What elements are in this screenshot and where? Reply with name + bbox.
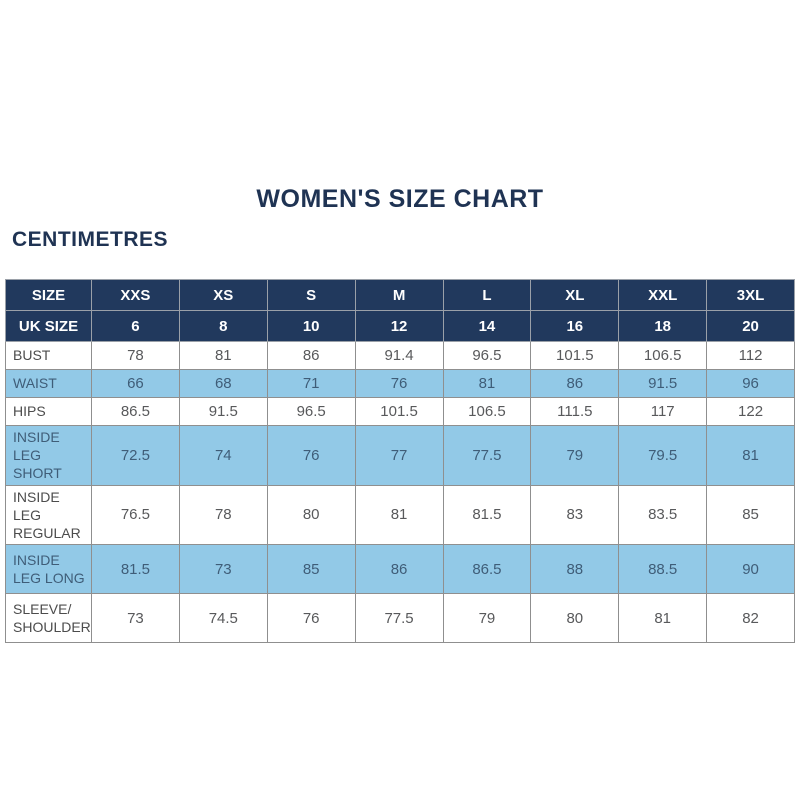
value-cell: 111.5	[530, 397, 620, 426]
row-label-cell: HIPS	[5, 397, 92, 426]
value-cell: 85	[706, 484, 795, 546]
value-cell: 68	[178, 369, 268, 398]
header-value-cell: 3XL	[706, 279, 795, 311]
table-row: BUST 78 81 86 91.4 96.5 101.5 106.5 112	[5, 341, 795, 370]
value-cell: 81	[178, 341, 268, 370]
value-cell: 73	[91, 593, 180, 644]
header-value-cell: 10	[266, 310, 356, 342]
header-value-cell: 8	[178, 310, 268, 342]
value-cell: 112	[706, 341, 795, 370]
table-row: HIPS 86.5 91.5 96.5 101.5 106.5 111.5 117 122	[5, 397, 795, 426]
uk-size-header-row: UK SIZE 6 8 10 12 14 16 18 20	[5, 310, 795, 342]
table-row: INSIDE LEG SHORT 72.5 74 76 77 77.5 79 79.5 81	[5, 425, 795, 486]
value-cell: 76	[266, 593, 356, 644]
value-cell: 88.5	[618, 544, 708, 595]
value-cell: 88	[530, 544, 620, 595]
value-cell: 86	[354, 544, 444, 595]
value-cell: 81	[442, 369, 532, 398]
row-label-cell: WAIST	[5, 369, 92, 398]
header-value-cell: M	[354, 279, 444, 311]
value-cell: 78	[91, 341, 180, 370]
value-cell: 73	[178, 544, 268, 595]
value-cell: 83.5	[618, 484, 708, 546]
header-label-cell: SIZE	[5, 279, 92, 311]
value-cell: 96	[706, 369, 795, 398]
value-cell: 82	[706, 593, 795, 644]
table-head: SIZE XXS XS S M L XL XXL 3XL UK SIZE 6 8 10 12 14 16 18 2…	[5, 279, 795, 342]
value-cell: 79.5	[618, 425, 708, 486]
table-row: WAIST 66 68 71 76 81 86 91.5 96	[5, 369, 795, 398]
table-row: SLEEVE/ SHOULDER 73 74.5 76 77.5 79 80 81 82	[5, 593, 795, 644]
value-cell: 86.5	[442, 544, 532, 595]
value-cell: 74.5	[178, 593, 268, 644]
header-value-cell: S	[266, 279, 356, 311]
header-value-cell: 12	[354, 310, 444, 342]
page-title: WOMEN'S SIZE CHART	[256, 185, 544, 213]
table-row: INSIDE LEG LONG 81.5 73 85 86 86.5 88 88.5 90	[5, 544, 795, 595]
value-cell: 90	[706, 544, 795, 595]
value-cell: 101.5	[530, 341, 620, 370]
header-value-cell: L	[442, 279, 532, 311]
value-cell: 96.5	[442, 341, 532, 370]
value-cell: 76.5	[91, 484, 180, 546]
value-cell: 81.5	[91, 544, 180, 595]
header-value-cell: 20	[706, 310, 795, 342]
header-label-cell: UK SIZE	[5, 310, 92, 342]
value-cell: 80	[266, 484, 356, 546]
value-cell: 80	[530, 593, 620, 644]
header-value-cell: 6	[91, 310, 180, 342]
value-cell: 91.4	[354, 341, 444, 370]
value-cell: 86	[266, 341, 356, 370]
value-cell: 71	[266, 369, 356, 398]
row-label-cell: BUST	[5, 341, 92, 370]
value-cell: 117	[618, 397, 708, 426]
value-cell: 77	[354, 425, 444, 486]
header-value-cell: 14	[442, 310, 532, 342]
row-label-cell: INSIDE LEG SHORT	[5, 425, 92, 486]
header-value-cell: XXS	[91, 279, 180, 311]
value-cell: 66	[91, 369, 180, 398]
value-cell: 77.5	[354, 593, 444, 644]
value-cell: 122	[706, 397, 795, 426]
row-label-cell: SLEEVE/ SHOULDER	[5, 593, 92, 644]
value-cell: 76	[354, 369, 444, 398]
value-cell: 81	[618, 593, 708, 644]
value-cell: 106.5	[618, 341, 708, 370]
value-cell: 91.5	[178, 397, 268, 426]
value-cell: 81	[354, 484, 444, 546]
header-value-cell: 16	[530, 310, 620, 342]
header-value-cell: XXL	[618, 279, 708, 311]
table-body: BUST 78 81 86 91.4 96.5 101.5 106.5 112 WAIST 66 68…	[5, 341, 795, 644]
value-cell: 72.5	[91, 425, 180, 486]
header-value-cell: XS	[178, 279, 268, 311]
value-cell: 85	[266, 544, 356, 595]
size-chart-table: SIZE XXS XS S M L XL XXL 3XL UK SIZE 6 8 10 12 14 16 18 2…	[5, 279, 795, 644]
row-label-cell: INSIDE LEG REGULAR	[5, 484, 92, 546]
value-cell: 81	[706, 425, 795, 486]
value-cell: 77.5	[442, 425, 532, 486]
unit-label: CENTIMETRES	[12, 228, 169, 251]
value-cell: 86	[530, 369, 620, 398]
value-cell: 74	[178, 425, 268, 486]
value-cell: 96.5	[266, 397, 356, 426]
table-row: INSIDE LEG REGULAR 76.5 78 80 81 81.5 83 83.5 85	[5, 484, 795, 546]
value-cell: 101.5	[354, 397, 444, 426]
value-cell: 78	[178, 484, 268, 546]
header-value-cell: XL	[530, 279, 620, 311]
value-cell: 79	[442, 593, 532, 644]
row-label-cell: INSIDE LEG LONG	[5, 544, 92, 595]
value-cell: 79	[530, 425, 620, 486]
value-cell: 83	[530, 484, 620, 546]
value-cell: 76	[266, 425, 356, 486]
value-cell: 106.5	[442, 397, 532, 426]
value-cell: 81.5	[442, 484, 532, 546]
value-cell: 86.5	[91, 397, 180, 426]
size-header-row: SIZE XXS XS S M L XL XXL 3XL	[5, 279, 795, 311]
header-value-cell: 18	[618, 310, 708, 342]
value-cell: 91.5	[618, 369, 708, 398]
